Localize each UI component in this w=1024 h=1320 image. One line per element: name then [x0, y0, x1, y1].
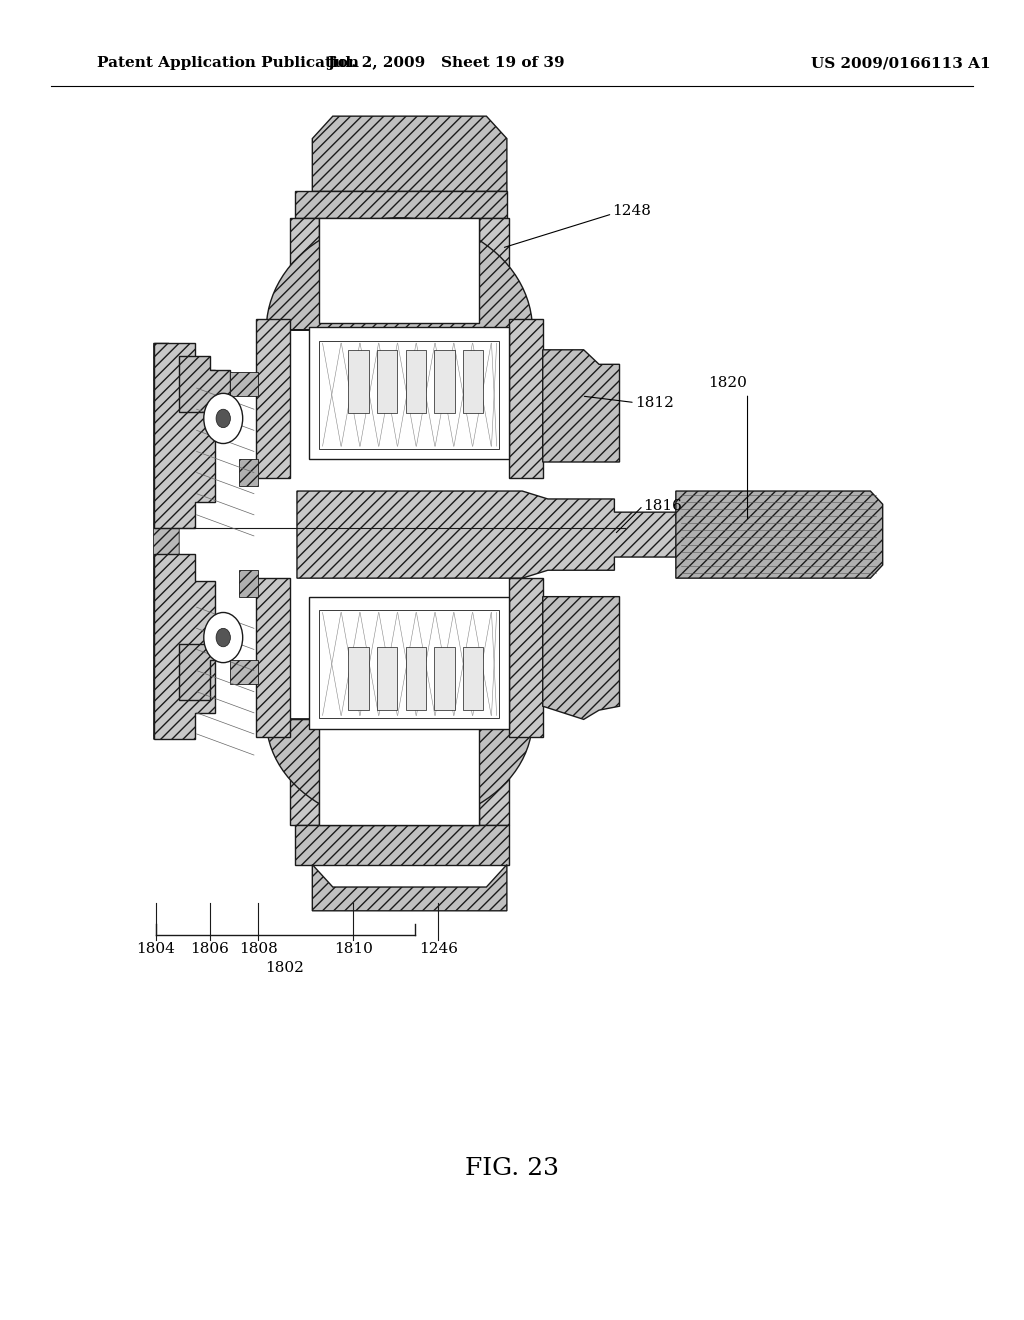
Polygon shape [543, 597, 620, 719]
Text: 1816: 1816 [643, 499, 682, 512]
Bar [406, 350, 426, 413]
Bar [309, 597, 509, 729]
Text: FIG. 23: FIG. 23 [465, 1156, 559, 1180]
Polygon shape [266, 719, 532, 825]
Bar [319, 218, 479, 323]
Bar [463, 350, 483, 413]
Polygon shape [479, 218, 509, 323]
Polygon shape [154, 343, 179, 739]
Bar [319, 610, 499, 718]
Text: 1248: 1248 [612, 205, 651, 218]
Text: 1808: 1808 [239, 942, 278, 957]
Bar [348, 647, 369, 710]
Polygon shape [239, 459, 258, 486]
Bar [434, 350, 455, 413]
Circle shape [204, 612, 243, 663]
Text: Jul. 2, 2009   Sheet 19 of 39: Jul. 2, 2009 Sheet 19 of 39 [327, 57, 564, 70]
Polygon shape [239, 570, 258, 597]
Bar [406, 647, 426, 710]
Polygon shape [256, 319, 290, 478]
Polygon shape [676, 491, 883, 578]
Text: 1246: 1246 [419, 942, 458, 957]
Text: 1806: 1806 [190, 942, 229, 957]
Bar [348, 350, 369, 413]
Bar [377, 647, 397, 710]
Text: 1802: 1802 [265, 961, 304, 975]
Bar [463, 647, 483, 710]
Polygon shape [230, 372, 258, 396]
Polygon shape [312, 116, 507, 191]
Polygon shape [297, 491, 870, 578]
Polygon shape [256, 578, 290, 737]
Polygon shape [509, 578, 543, 737]
Bar [319, 719, 479, 825]
Polygon shape [543, 350, 620, 462]
Bar [309, 327, 509, 459]
Text: 1820: 1820 [709, 376, 748, 389]
Circle shape [216, 628, 230, 647]
Polygon shape [479, 719, 509, 825]
Bar [377, 350, 397, 413]
Text: 1810: 1810 [334, 942, 373, 957]
Bar [434, 647, 455, 710]
Text: 1804: 1804 [136, 942, 175, 957]
Polygon shape [154, 343, 215, 528]
Circle shape [204, 393, 243, 444]
Bar [319, 341, 499, 449]
Text: Patent Application Publication: Patent Application Publication [97, 57, 359, 70]
Polygon shape [290, 719, 319, 825]
Polygon shape [295, 191, 507, 218]
Polygon shape [509, 319, 543, 478]
Text: 1812: 1812 [635, 396, 674, 409]
Polygon shape [266, 218, 532, 330]
Polygon shape [179, 356, 230, 412]
Polygon shape [230, 660, 258, 684]
Circle shape [216, 409, 230, 428]
Polygon shape [295, 825, 509, 865]
Polygon shape [154, 554, 215, 739]
Polygon shape [290, 218, 319, 323]
Polygon shape [179, 644, 230, 700]
Text: US 2009/0166113 A1: US 2009/0166113 A1 [811, 57, 991, 70]
Polygon shape [312, 865, 507, 911]
